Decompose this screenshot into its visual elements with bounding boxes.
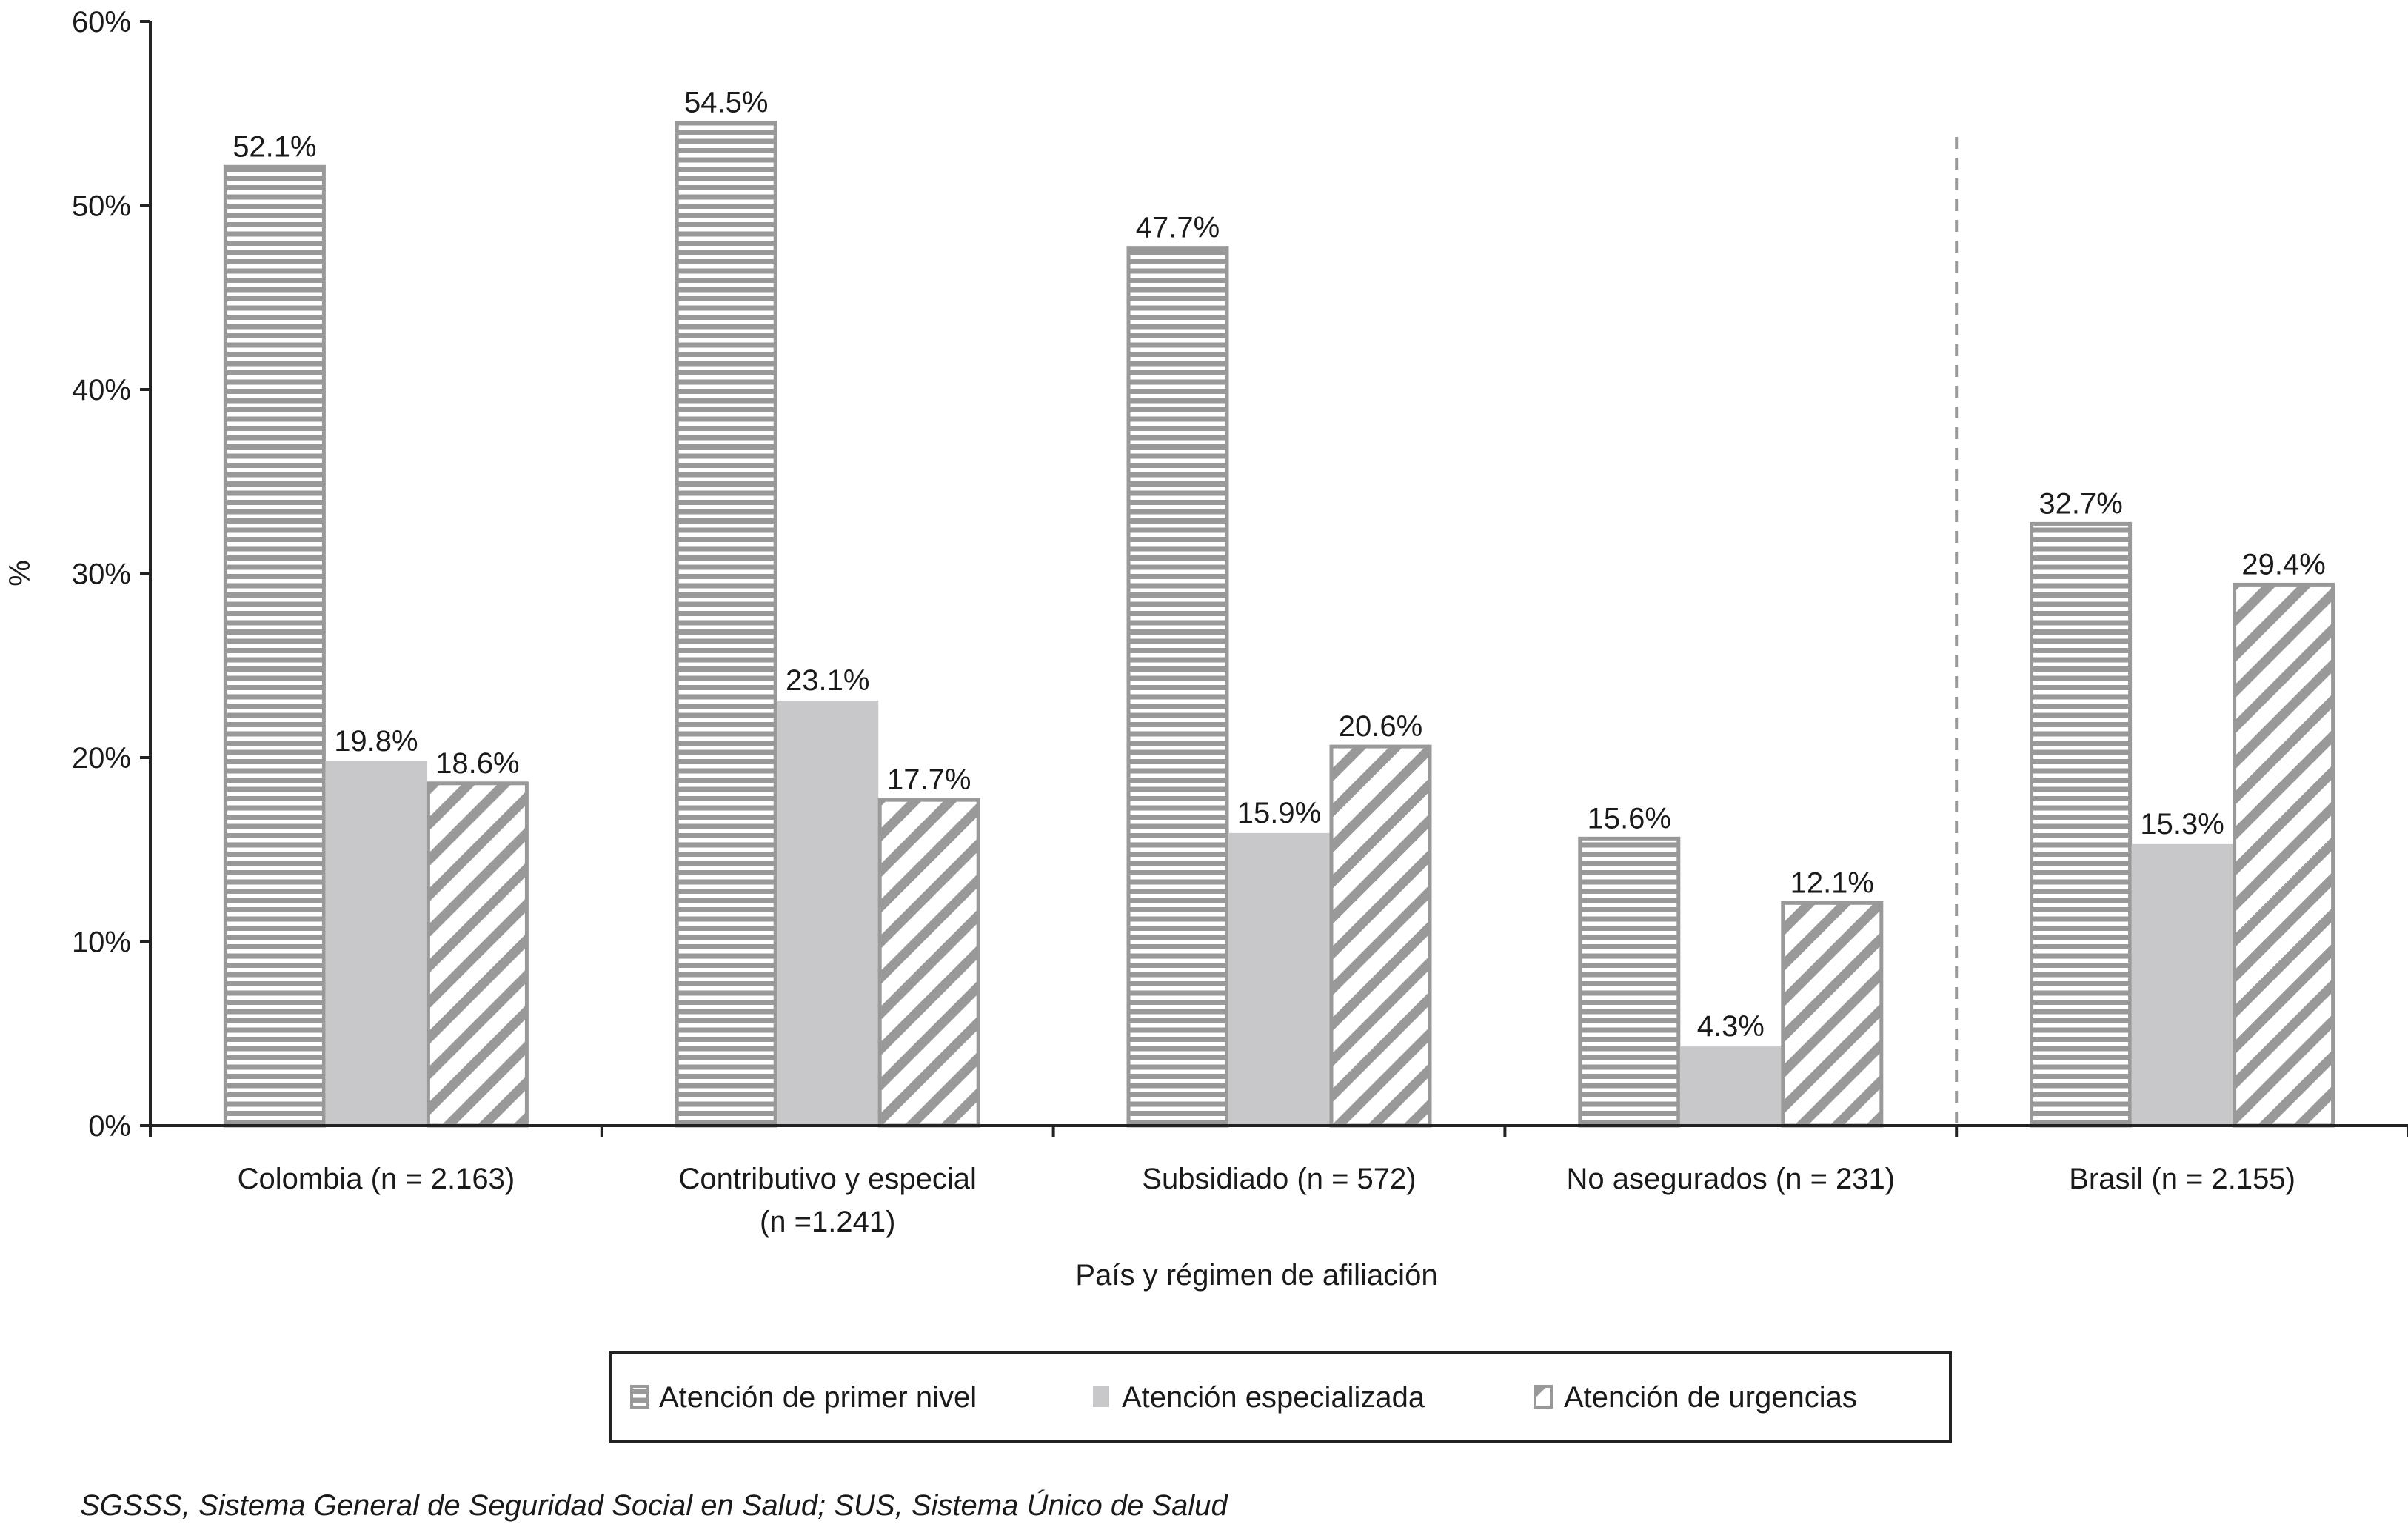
y-tick-label: 0% — [88, 1110, 131, 1143]
data-label: 47.7% — [1136, 212, 1220, 244]
data-label: 18.6% — [435, 747, 519, 780]
y-tick-label: 10% — [72, 926, 131, 959]
bar — [426, 781, 529, 1128]
data-label: 54.5% — [684, 87, 768, 119]
legend-label-primer-nivel: Atención de primer nivel — [659, 1381, 977, 1414]
data-label: 20.6% — [1339, 710, 1422, 743]
bar — [1679, 1046, 1782, 1126]
data-label: 19.8% — [334, 725, 418, 758]
bar — [2131, 843, 2233, 1126]
data-label: 17.7% — [887, 764, 971, 796]
y-tick-label: 50% — [72, 190, 131, 223]
bar — [2233, 582, 2335, 1128]
legend: Atención de primer nivel Atención especi… — [609, 1351, 1952, 1443]
legend-box — [609, 1351, 1952, 1443]
category-label: No asegurados (n = 231) — [1566, 1163, 1895, 1195]
data-label: 15.9% — [1237, 797, 1321, 829]
legend-label-urgencias: Atención de urgencias — [1564, 1381, 1857, 1414]
data-label: 23.1% — [786, 664, 869, 697]
bar — [2030, 521, 2133, 1128]
footnote: SGSSS, Sistema General de Seguridad Soci… — [80, 1488, 1228, 1522]
bar — [1228, 832, 1330, 1126]
legend-label-especializada: Atención especializada — [1122, 1381, 1425, 1414]
category-label: Brasil (n = 2.155) — [2069, 1163, 2295, 1195]
bar — [777, 700, 879, 1126]
bar — [223, 164, 326, 1128]
y-tick-label: 20% — [72, 742, 131, 775]
y-tick-label: 40% — [72, 374, 131, 407]
legend-swatch-especializada — [1093, 1386, 1109, 1407]
bar — [1578, 836, 1681, 1128]
category-label: Colombia (n = 2.163) — [238, 1163, 515, 1195]
category-label: Contributivo y especial — [678, 1163, 976, 1195]
data-label: 12.1% — [1790, 866, 1874, 899]
y-tick-label: 30% — [72, 558, 131, 591]
category-label: (n =1.241) — [760, 1206, 895, 1238]
y-axis-label: % — [4, 560, 36, 587]
legend-swatch-primer-nivel — [630, 1385, 649, 1409]
legend-swatch-urgencias — [1534, 1385, 1553, 1409]
bar — [675, 121, 777, 1128]
bar — [877, 798, 980, 1128]
data-label: 15.3% — [2140, 808, 2224, 841]
bar — [1126, 246, 1229, 1128]
data-label: 32.7% — [2039, 487, 2122, 520]
y-tick-label: 60% — [72, 6, 131, 39]
data-label: 52.1% — [233, 130, 316, 163]
bar — [1781, 901, 1884, 1128]
bar — [325, 761, 427, 1126]
data-label: 4.3% — [1697, 1010, 1765, 1043]
data-label: 15.6% — [1588, 802, 1671, 835]
bar — [1329, 744, 1432, 1128]
category-label: Subsidiado (n = 572) — [1142, 1163, 1416, 1195]
data-label: 29.4% — [2241, 548, 2325, 581]
x-axis-label: País y régimen de afiliación — [1075, 1259, 1437, 1292]
